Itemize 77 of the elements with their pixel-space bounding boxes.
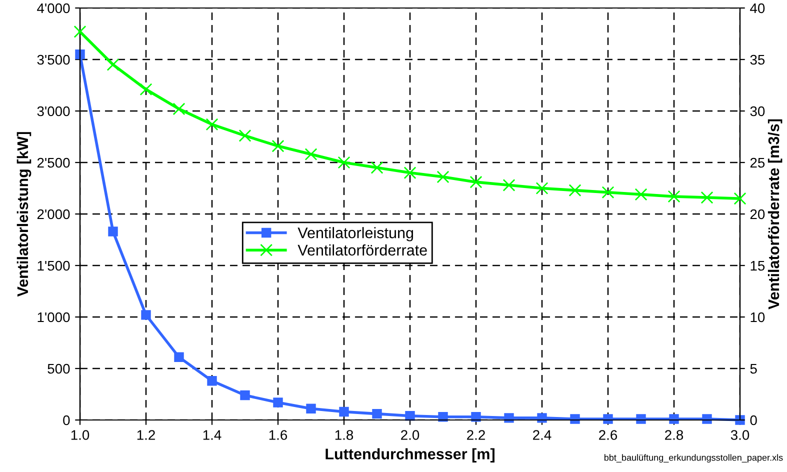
point: [108, 226, 118, 236]
point: [634, 188, 648, 201]
y-tick-label: 4'000: [37, 3, 70, 14]
point: [141, 310, 151, 320]
y-axis-title: Ventilatorleistung [kW]: [16, 132, 32, 297]
point: [304, 148, 318, 161]
x-tick-label: 2.0: [401, 430, 420, 440]
point: [370, 161, 384, 174]
point: [470, 176, 482, 188]
point: [172, 102, 186, 116]
point: [536, 182, 548, 194]
x-tick-label: 3.0: [730, 430, 750, 440]
y2-tick-label: 0: [750, 415, 757, 426]
x-tick-label: 1.0: [71, 430, 90, 440]
y2-tick-label: 5: [750, 364, 757, 374]
point: [174, 352, 184, 362]
point: [669, 414, 679, 424]
point: [636, 414, 646, 424]
x-tick-label: 1.8: [335, 430, 354, 440]
point: [272, 140, 284, 152]
x-tick-label: 1.6: [269, 430, 288, 440]
point: [140, 83, 152, 96]
point: [404, 166, 416, 180]
point: [273, 398, 283, 408]
point: [75, 49, 85, 60]
y2-tick-label: 10: [750, 312, 765, 322]
point: [702, 414, 712, 424]
point: [668, 190, 680, 203]
point: [405, 411, 415, 421]
point: [700, 191, 714, 204]
x-tick-label: 1.4: [203, 430, 222, 440]
y-tick-label: 2'000: [37, 209, 70, 220]
legend-label: Ventilatorleistung: [298, 227, 414, 242]
y-tick-label: 1'000: [38, 312, 70, 322]
y2-tick-label: 40: [750, 3, 765, 14]
point: [537, 413, 547, 423]
text: bbt_baulüftung_erkundungsstollen_paper.xls: [604, 454, 783, 463]
y2-tick-label: 25: [750, 158, 765, 168]
y-tick-label: 1'500: [38, 260, 70, 271]
point: [106, 58, 120, 71]
x-tick-label: 2.8: [665, 430, 684, 440]
x-tick-label: 1.2: [137, 430, 155, 440]
x-axis-title: Luttendurchmesser [m]: [326, 448, 494, 462]
legend-label: Ventilatorförderrate: [298, 244, 427, 256]
y2-axis-title: Ventilatorförderrate [m3/s]: [768, 119, 782, 310]
point: [568, 184, 582, 197]
point: [74, 25, 86, 38]
point: [339, 406, 349, 417]
y2-tick-label: 35: [750, 54, 765, 65]
y2-tick-label: 15: [750, 260, 765, 271]
y-tick-label: 500: [48, 364, 70, 374]
point: [734, 192, 746, 205]
y-tick-label: 3'500: [37, 54, 70, 65]
point: [206, 118, 218, 131]
point: [240, 390, 250, 400]
y2-tick-label: 30: [750, 106, 765, 116]
point: [570, 414, 580, 424]
point: [436, 170, 450, 184]
y-tick-label: 2'500: [37, 158, 70, 168]
point: [238, 129, 252, 142]
y-tick-label: 3'000: [37, 106, 70, 116]
point: [438, 412, 448, 422]
point: [502, 178, 516, 192]
x-tick-label: 2.6: [599, 430, 618, 440]
point: [338, 156, 350, 169]
point: [504, 413, 514, 423]
y-tick-label: 0: [63, 415, 70, 426]
y2-tick-label: 20: [750, 209, 765, 220]
point: [602, 186, 614, 199]
x-tick-label: 2.4: [533, 430, 552, 440]
x-tick-label: 2.2: [467, 430, 485, 440]
point: [306, 404, 316, 414]
point: [207, 376, 217, 386]
point: [603, 414, 613, 424]
point: [372, 408, 382, 419]
point: [471, 412, 481, 422]
point: [735, 415, 745, 425]
